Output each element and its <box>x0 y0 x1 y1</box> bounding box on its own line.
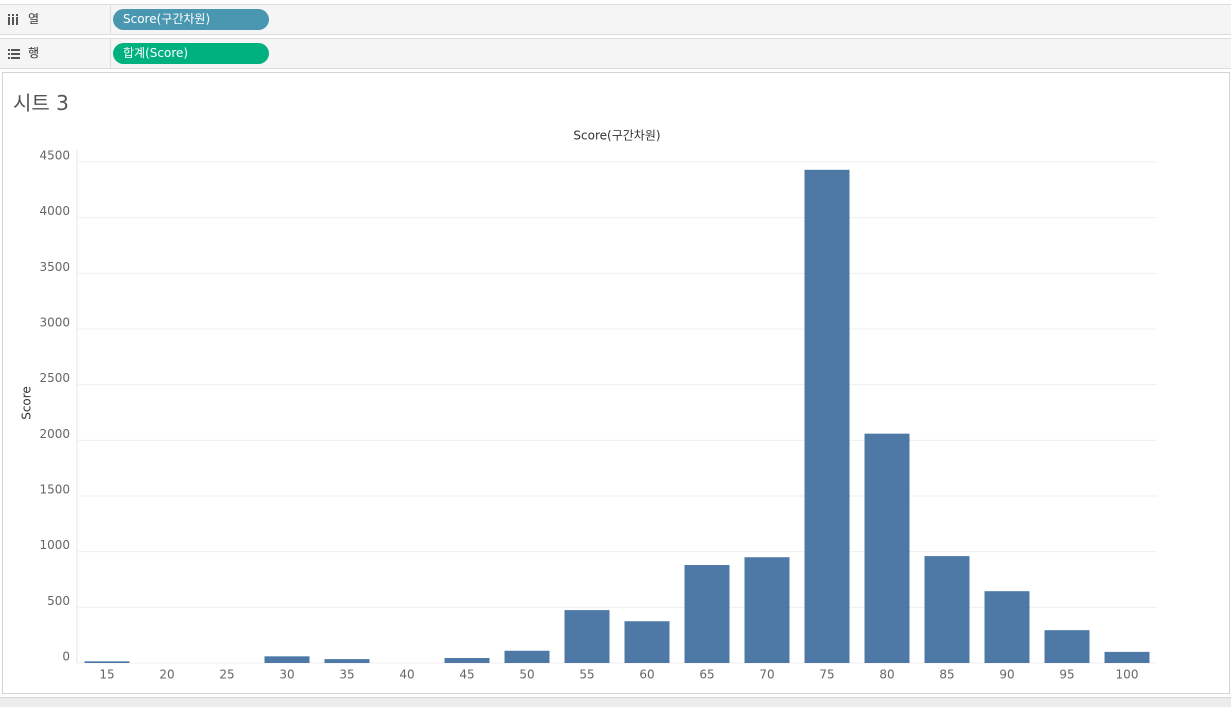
x-tick-label: 45 <box>459 668 474 682</box>
dimension-pill[interactable]: Score(구간차원) <box>113 9 269 30</box>
sheet: 시트 3 <box>2 72 1230 694</box>
x-tick-label: 40 <box>399 668 414 682</box>
y-tick-label: 4500 <box>39 149 70 163</box>
bar <box>1104 651 1150 663</box>
y-tick-label: 3000 <box>39 316 70 330</box>
bar <box>984 591 1030 663</box>
x-tick-label: 80 <box>879 668 894 682</box>
bar <box>444 657 490 663</box>
columns-icon <box>8 14 18 25</box>
x-tick-label: 65 <box>699 668 714 682</box>
shelf-label: 행 <box>28 46 40 60</box>
shelf-label-box: 열 <box>0 5 111 34</box>
x-tick-label: 50 <box>519 668 534 682</box>
y-tick-label: 2000 <box>39 427 70 441</box>
bar <box>744 557 790 663</box>
y-tick-label: 4000 <box>39 204 70 218</box>
y-tick-label: 500 <box>47 594 70 608</box>
x-tick-label: 30 <box>279 668 294 682</box>
x-tick-label: 35 <box>339 668 354 682</box>
bar <box>924 556 970 663</box>
bar <box>264 656 310 663</box>
rows-icon <box>8 49 20 59</box>
bar <box>564 610 610 663</box>
x-tick-label: 25 <box>219 668 234 682</box>
x-tick-label: 20 <box>159 668 174 682</box>
bar <box>864 433 910 663</box>
bar <box>684 565 730 663</box>
bar <box>804 169 850 663</box>
sheet-title: 시트 3 <box>13 91 69 115</box>
shelf-label-box: 행 <box>0 39 111 68</box>
y-axis-label: Score <box>20 386 34 420</box>
bar <box>1044 630 1090 663</box>
bar <box>624 621 670 663</box>
y-tick-label: 2500 <box>39 371 70 385</box>
y-tick-label: 1500 <box>39 483 70 497</box>
shelf-label: 열 <box>28 12 40 26</box>
bar <box>324 659 370 663</box>
x-tick-label: 100 <box>1116 668 1139 682</box>
x-tick-label: 60 <box>639 668 654 682</box>
x-tick-label: 85 <box>939 668 954 682</box>
x-tick-label: 15 <box>99 668 114 682</box>
measure-pill[interactable]: 합계(Score) <box>113 43 269 64</box>
x-tick-label: 90 <box>999 668 1014 682</box>
y-tick-label: 0 <box>62 650 70 664</box>
x-tick-label: 70 <box>759 668 774 682</box>
status-bar <box>0 697 1231 707</box>
x-tick-label: 75 <box>819 668 834 682</box>
y-tick-label: 1000 <box>39 538 70 552</box>
bar <box>504 650 550 663</box>
x-tick-label: 55 <box>579 668 594 682</box>
y-tick-label: 3500 <box>39 260 70 274</box>
x-tick-label: 95 <box>1059 668 1074 682</box>
rows-shelf: 행 합계(Score) <box>0 38 1231 69</box>
chart-title: Score(구간차원) <box>573 129 660 143</box>
bar <box>84 661 130 663</box>
columns-shelf: 열 Score(구간차원) <box>0 4 1231 35</box>
